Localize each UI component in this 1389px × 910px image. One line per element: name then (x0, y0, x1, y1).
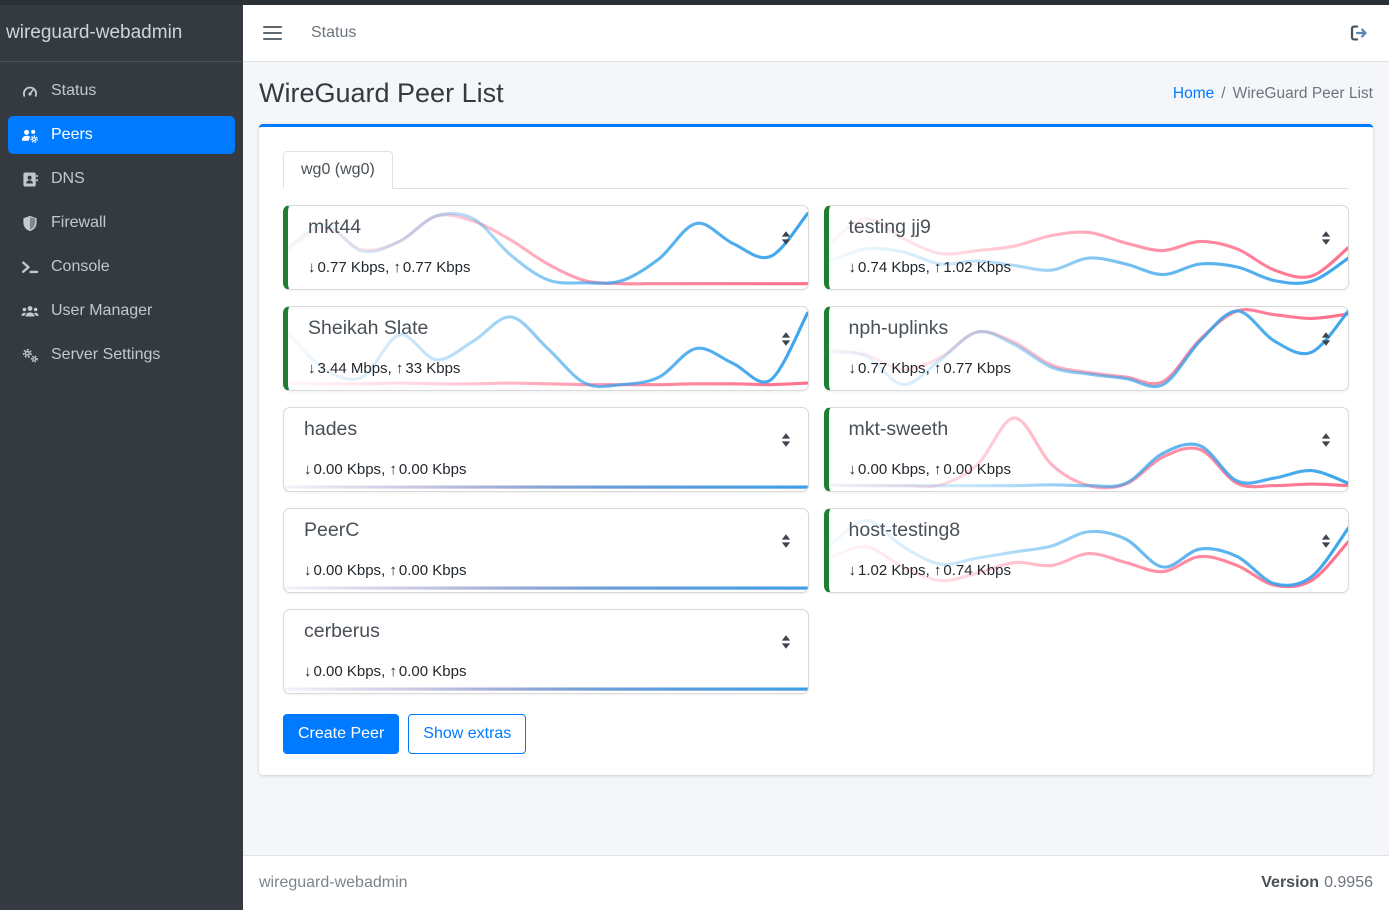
peer-traffic-sparkline (284, 509, 808, 592)
sort-handle-icon[interactable] (780, 331, 792, 347)
sidebar-item-user-manager[interactable]: User Manager (8, 292, 235, 330)
breadcrumb-current: WireGuard Peer List (1232, 84, 1373, 102)
create-peer-button[interactable]: Create Peer (283, 714, 400, 755)
page-title: WireGuard Peer List (259, 78, 504, 108)
sort-handle-icon[interactable] (780, 533, 792, 549)
shield-icon (16, 215, 44, 232)
peer-traffic-sparkline (828, 206, 1348, 289)
version-value: 0.9956 (1324, 874, 1373, 891)
gears-icon (16, 347, 44, 364)
actions-row: Create Peer Show extras (283, 714, 1349, 755)
interface-tabs: wg0 (wg0) (283, 151, 1349, 189)
sort-handle-icon[interactable] (1320, 432, 1332, 448)
peer-card-hades[interactable]: hades ↓ 0.00 Kbps, ↑ 0.00 Kbps (283, 407, 809, 492)
sort-handle-icon[interactable] (1320, 533, 1332, 549)
sort-handle-icon[interactable] (780, 634, 792, 650)
navbar-status-link[interactable]: Status (311, 24, 357, 41)
sidebar-item-peers[interactable]: Peers (8, 116, 235, 154)
sidebar-item-label: Status (51, 82, 97, 99)
top-navbar: Status (243, 5, 1389, 62)
breadcrumb-home-link[interactable]: Home (1172, 84, 1215, 102)
breadcrumb: Home / WireGuard Peer List (1173, 85, 1373, 103)
menu-toggle-icon[interactable] (263, 25, 282, 41)
peer-traffic-sparkline (828, 408, 1348, 491)
peer-card-nph-uplinks[interactable]: nph-uplinks ↓ 0.77 Kbps, ↑ 0.77 Kbps (823, 306, 1349, 391)
content: WireGuard Peer List Home / WireGuard Peer … (243, 62, 1389, 855)
sidebar-item-firewall[interactable]: Firewall (8, 204, 235, 242)
peer-traffic-sparkline (284, 610, 808, 693)
peer-card-mkt44[interactable]: mkt44 ↓ 0.77 Kbps, ↑ 0.77 Kbps (283, 205, 809, 290)
peer-card-peerc[interactable]: PeerC ↓ 0.00 Kbps, ↑ 0.00 Kbps (283, 508, 809, 593)
sidebar-item-server-settings[interactable]: Server Settings (8, 336, 235, 374)
sign-out-icon[interactable] (1349, 24, 1369, 42)
sidebar-item-label: Peers (51, 126, 93, 143)
address-book-icon (16, 171, 44, 188)
brand[interactable]: wireguard-webadmin (0, 5, 243, 62)
version-label: Version (1261, 874, 1320, 891)
show-extras-button[interactable]: Show extras (408, 714, 527, 755)
sidebar-item-label: DNS (51, 170, 85, 187)
peer-list-card: wg0 (wg0) mkt44 ↓ 0.77 Kbps, ↑ 0.77 Kbps S… (259, 124, 1373, 776)
peer-card-testing-jj9[interactable]: testing jj9 ↓ 0.74 Kbps, ↑ 1.02 Kbps (823, 205, 1349, 290)
sort-handle-icon[interactable] (1320, 331, 1332, 347)
sort-handle-icon[interactable] (780, 432, 792, 448)
peer-traffic-sparkline (288, 307, 808, 390)
sidebar-item-dns[interactable]: DNS (8, 160, 235, 198)
sidebar-item-console[interactable]: Console (8, 248, 235, 286)
peer-card-mkt-sweeth[interactable]: mkt-sweeth ↓ 0.00 Kbps, ↑ 0.00 Kbps (823, 407, 1349, 492)
peer-grid: mkt44 ↓ 0.77 Kbps, ↑ 0.77 Kbps Sheikah Sla… (283, 205, 1349, 694)
peer-column-right: testing jj9 ↓ 0.74 Kbps, ↑ 1.02 Kbps nph-u… (823, 205, 1349, 694)
top-strip (0, 0, 1389, 5)
peer-column-left: mkt44 ↓ 0.77 Kbps, ↑ 0.77 Kbps Sheikah Sla… (283, 205, 809, 694)
sidebar-item-status[interactable]: Status (8, 72, 235, 110)
sidebar-item-label: Console (51, 258, 110, 275)
main-area: Status WireGuard Peer List Home / WireGuar… (243, 0, 1389, 910)
sort-handle-icon[interactable] (1320, 230, 1332, 246)
peer-traffic-sparkline (284, 408, 808, 491)
sidebar-nav: Status Peers DNS Firewall Console User M… (0, 62, 243, 384)
users-gear-icon (16, 127, 44, 144)
peer-card-sheikah-slate[interactable]: Sheikah Slate ↓ 3.44 Mbps, ↑ 33 Kbps (283, 306, 809, 391)
peer-traffic-sparkline (828, 509, 1348, 592)
sort-handle-icon[interactable] (780, 230, 792, 246)
peer-card-host-testing8[interactable]: host-testing8 ↓ 1.02 Kbps, ↑ 0.74 Kbps (823, 508, 1349, 593)
breadcrumb-separator: / (1221, 84, 1226, 102)
footer-brand: wireguard-webadmin (259, 874, 408, 891)
peer-traffic-sparkline (828, 307, 1348, 390)
sidebar-item-label: Firewall (51, 214, 107, 231)
peer-traffic-sparkline (288, 206, 808, 289)
tab-wg0[interactable]: wg0 (wg0) (283, 151, 393, 189)
gauge-icon (16, 83, 44, 100)
sidebar: wireguard-webadmin Status Peers DNS Fire… (0, 0, 243, 910)
users-icon (16, 303, 44, 320)
terminal-icon (16, 259, 44, 276)
peer-card-cerberus[interactable]: cerberus ↓ 0.00 Kbps, ↑ 0.00 Kbps (283, 609, 809, 694)
sidebar-item-label: Server Settings (51, 346, 161, 363)
footer: wireguard-webadmin Version 0.9956 (243, 855, 1389, 910)
content-header: WireGuard Peer List Home / WireGuard Peer … (259, 76, 1373, 124)
sidebar-item-label: User Manager (51, 302, 153, 319)
footer-version: Version 0.9956 (1261, 874, 1373, 892)
